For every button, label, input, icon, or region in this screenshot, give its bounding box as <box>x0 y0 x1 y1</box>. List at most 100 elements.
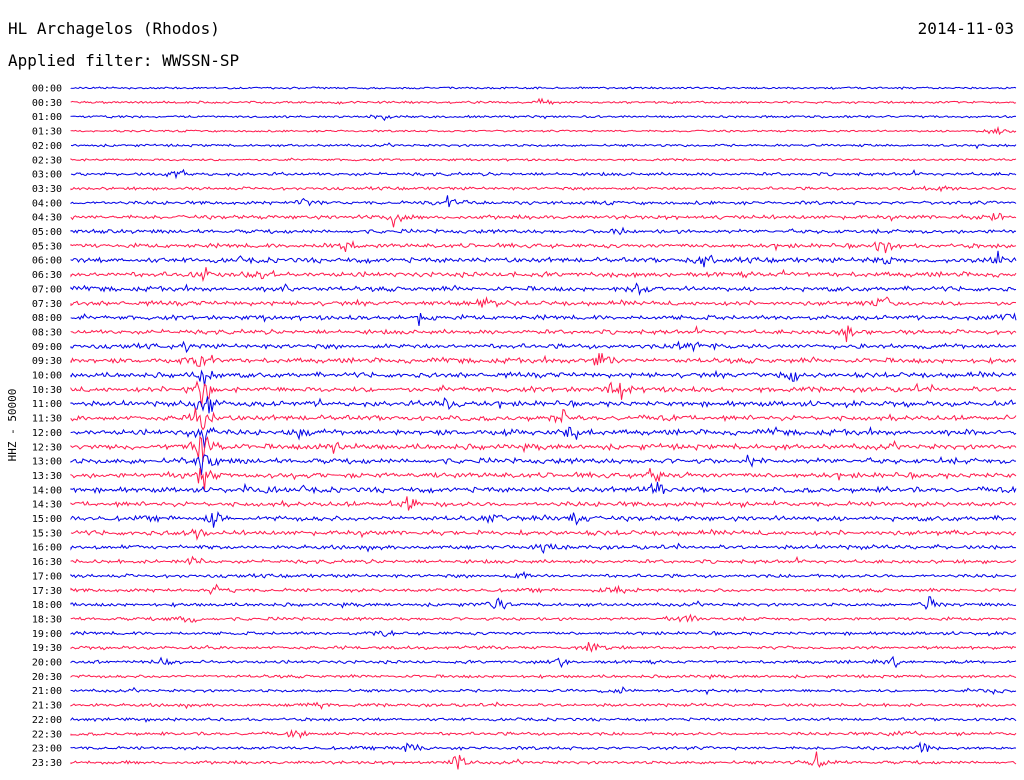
trace-line <box>70 728 1017 739</box>
trace-line <box>70 426 1017 449</box>
time-tick-label: 20:30 <box>32 672 62 683</box>
time-tick-label: 00:30 <box>32 98 62 109</box>
time-tick-label: 23:00 <box>32 744 62 755</box>
trace-line <box>70 195 1017 208</box>
trace-line <box>70 510 1017 528</box>
trace-line <box>70 496 1017 511</box>
time-tick-label: 22:00 <box>32 715 62 726</box>
time-tick-label: 11:00 <box>32 399 62 410</box>
trace-line <box>70 312 1017 326</box>
trace-line <box>70 86 1017 90</box>
time-tick-label: 18:30 <box>32 614 62 625</box>
time-tick-label: 06:30 <box>32 270 62 281</box>
time-tick-label: 17:30 <box>32 586 62 597</box>
trace-line <box>70 325 1017 343</box>
time-tick-labels: 00:00 00:30 01:00 01:30 02:00 02:30 03:00 03:30… <box>32 84 62 769</box>
time-tick-label: 04:00 <box>32 198 62 209</box>
time-tick-label: 17:00 <box>32 571 62 582</box>
trace-line <box>70 673 1017 680</box>
time-tick-label: 14:00 <box>32 485 62 496</box>
time-tick-label: 02:30 <box>32 155 62 166</box>
time-tick-label: 06:00 <box>32 256 62 267</box>
time-tick-label: 11:30 <box>32 414 62 425</box>
trace-line <box>70 555 1017 566</box>
filter-label: Applied filter: WWSSN-SP <box>8 51 240 70</box>
time-tick-label: 05:00 <box>32 227 62 238</box>
time-tick-label: 20:00 <box>32 658 62 669</box>
time-tick-label: 00:00 <box>32 84 62 95</box>
trace-line <box>70 142 1017 150</box>
time-tick-label: 15:00 <box>32 514 62 525</box>
time-tick-label: 16:30 <box>32 557 62 568</box>
time-tick-label: 08:30 <box>32 327 62 338</box>
date-label: 2014-11-03 <box>917 19 1014 38</box>
trace-line <box>70 686 1017 696</box>
trace-line <box>70 97 1017 105</box>
time-tick-label: 22:30 <box>32 729 62 740</box>
trace-line <box>70 741 1017 754</box>
trace-line <box>70 435 1017 463</box>
time-tick-label: 09:30 <box>32 356 62 367</box>
trace-line <box>70 353 1017 367</box>
trace-line <box>70 629 1017 637</box>
time-tick-label: 04:30 <box>32 213 62 224</box>
time-tick-label: 13:30 <box>32 471 62 482</box>
time-tick-label: 10:30 <box>32 385 62 396</box>
trace-line <box>70 267 1017 283</box>
time-tick-label: 14:30 <box>32 500 62 511</box>
channel-axis-label: HHZ - 50000 <box>6 389 19 462</box>
trace-line <box>70 157 1017 162</box>
time-tick-label: 12:00 <box>32 428 62 439</box>
time-tick-label: 19:00 <box>32 629 62 640</box>
time-tick-label: 18:00 <box>32 600 62 611</box>
trace-line <box>70 583 1017 596</box>
trace-line <box>70 407 1017 431</box>
trace-line <box>70 701 1017 710</box>
trace-line <box>70 125 1017 136</box>
trace-line <box>70 240 1017 254</box>
trace-line <box>70 185 1017 193</box>
trace-line <box>70 282 1017 296</box>
trace-line <box>70 570 1017 580</box>
trace-line <box>70 596 1017 611</box>
trace-line <box>70 454 1016 475</box>
time-tick-label: 21:30 <box>32 701 62 712</box>
time-tick-label: 19:30 <box>32 643 62 654</box>
time-tick-label: 13:00 <box>32 457 62 468</box>
time-tick-label: 12:30 <box>32 442 62 453</box>
time-tick-label: 15:30 <box>32 528 62 539</box>
time-tick-label: 10:00 <box>32 371 62 382</box>
time-tick-label: 16:00 <box>32 543 62 554</box>
trace-line <box>70 396 1017 414</box>
trace-line <box>70 212 1017 228</box>
time-tick-label: 07:00 <box>32 284 62 295</box>
time-tick-label: 01:30 <box>32 127 62 138</box>
trace-line <box>70 542 1017 555</box>
trace-line <box>70 168 1017 180</box>
trace-line <box>70 295 1017 308</box>
station-title: HL Archagelos (Rhodos) <box>8 19 220 38</box>
trace-line <box>70 528 1017 541</box>
trace-line <box>70 613 1017 623</box>
trace-line <box>70 655 1017 669</box>
time-tick-label: 03:30 <box>32 184 62 195</box>
time-tick-label: 21:00 <box>32 686 62 697</box>
time-tick-label: 09:00 <box>32 342 62 353</box>
trace-line <box>70 340 1017 354</box>
trace-line <box>70 369 1017 386</box>
trace-line <box>70 250 1017 268</box>
time-tick-label: 03:00 <box>32 170 62 181</box>
time-tick-label: 05:30 <box>32 241 62 252</box>
trace-line <box>70 468 1017 490</box>
trace-line <box>70 380 1017 407</box>
trace-line <box>70 481 1017 495</box>
traces-group <box>70 86 1017 770</box>
trace-line <box>70 751 1017 770</box>
time-tick-label: 23:30 <box>32 758 62 769</box>
trace-line <box>70 114 1017 122</box>
trace-line <box>70 717 1017 723</box>
trace-line <box>70 226 1017 236</box>
trace-line <box>70 642 1016 653</box>
time-tick-label: 07:30 <box>32 299 62 310</box>
